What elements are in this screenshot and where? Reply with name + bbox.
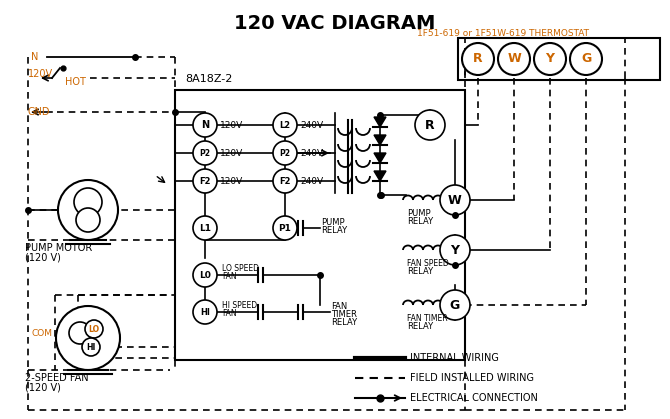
Text: FAN: FAN [222,272,237,280]
Text: 8A18Z-2: 8A18Z-2 [185,74,232,84]
Text: TIMER: TIMER [331,310,357,318]
Text: P2: P2 [279,148,291,158]
Text: RELAY: RELAY [407,266,433,276]
Text: FAN SPEED: FAN SPEED [407,259,449,267]
Circle shape [193,300,217,324]
Text: G: G [450,298,460,311]
Circle shape [193,141,217,165]
Polygon shape [374,171,386,181]
Text: 1F51-619 or 1F51W-619 THERMOSTAT: 1F51-619 or 1F51W-619 THERMOSTAT [417,28,589,37]
Text: P2: P2 [200,148,210,158]
Circle shape [462,43,494,75]
Circle shape [273,169,297,193]
Text: W: W [448,194,462,207]
Text: PUMP: PUMP [321,217,344,227]
Text: FAN: FAN [222,308,237,318]
Circle shape [74,188,102,216]
Text: (120 V): (120 V) [25,252,61,262]
Text: N: N [31,52,39,62]
Text: 240V: 240V [300,176,323,186]
Text: 120V: 120V [220,176,243,186]
Circle shape [498,43,530,75]
Text: FAN: FAN [331,302,347,310]
Text: LO SPEED: LO SPEED [222,264,259,272]
Text: HI: HI [86,342,96,352]
Circle shape [415,110,445,140]
Text: FAN TIMER: FAN TIMER [407,313,448,323]
Circle shape [273,216,297,240]
Circle shape [193,263,217,287]
Text: 120V: 120V [220,148,243,158]
Text: FIELD INSTALLED WIRING: FIELD INSTALLED WIRING [410,373,534,383]
Circle shape [193,169,217,193]
Circle shape [76,208,100,232]
Text: ELECTRICAL CONNECTION: ELECTRICAL CONNECTION [410,393,538,403]
Text: HOT: HOT [65,77,86,87]
Circle shape [440,185,470,215]
Text: P1: P1 [279,223,291,233]
Text: LO: LO [88,324,100,334]
Text: F2: F2 [279,176,291,186]
Text: R: R [473,52,483,65]
Text: 240V: 240V [300,121,323,129]
Circle shape [82,338,100,356]
Polygon shape [374,135,386,145]
Text: 120V: 120V [220,121,243,129]
Circle shape [56,306,120,370]
Circle shape [273,113,297,137]
Text: 120V: 120V [28,69,53,79]
Circle shape [193,113,217,137]
Text: RELAY: RELAY [407,321,433,331]
Circle shape [440,290,470,320]
Circle shape [440,235,470,265]
Text: INTERNAL WIRING: INTERNAL WIRING [410,353,499,363]
Text: 120 VAC DIAGRAM: 120 VAC DIAGRAM [234,14,436,33]
Circle shape [193,216,217,240]
Circle shape [570,43,602,75]
Text: Y: Y [450,243,460,256]
Text: (120 V): (120 V) [25,382,61,392]
Text: RELAY: RELAY [407,217,433,225]
Text: G: G [581,52,591,65]
Polygon shape [374,153,386,163]
Circle shape [58,180,118,240]
Text: W: W [507,52,521,65]
Text: R: R [425,119,435,132]
Text: L0: L0 [199,271,211,279]
Circle shape [85,320,103,338]
Text: L2: L2 [279,121,291,129]
Text: RELAY: RELAY [321,225,347,235]
Circle shape [69,322,91,344]
Text: Y: Y [545,52,555,65]
Polygon shape [374,117,386,127]
Bar [175,90,465,360]
Text: RELAY: RELAY [331,318,357,326]
Text: GND: GND [28,107,50,117]
Circle shape [534,43,566,75]
Circle shape [273,141,297,165]
Text: HI: HI [200,308,210,316]
Text: 2-SPEED FAN: 2-SPEED FAN [25,373,88,383]
Text: HI SPEED: HI SPEED [222,300,257,310]
Text: PUMP MOTOR: PUMP MOTOR [25,243,92,253]
Text: F2: F2 [199,176,211,186]
Text: L1: L1 [199,223,211,233]
Text: COM: COM [32,328,53,337]
Bar [458,38,660,80]
Text: N: N [201,120,209,130]
Text: PUMP: PUMP [407,209,431,217]
Text: 240V: 240V [300,148,323,158]
